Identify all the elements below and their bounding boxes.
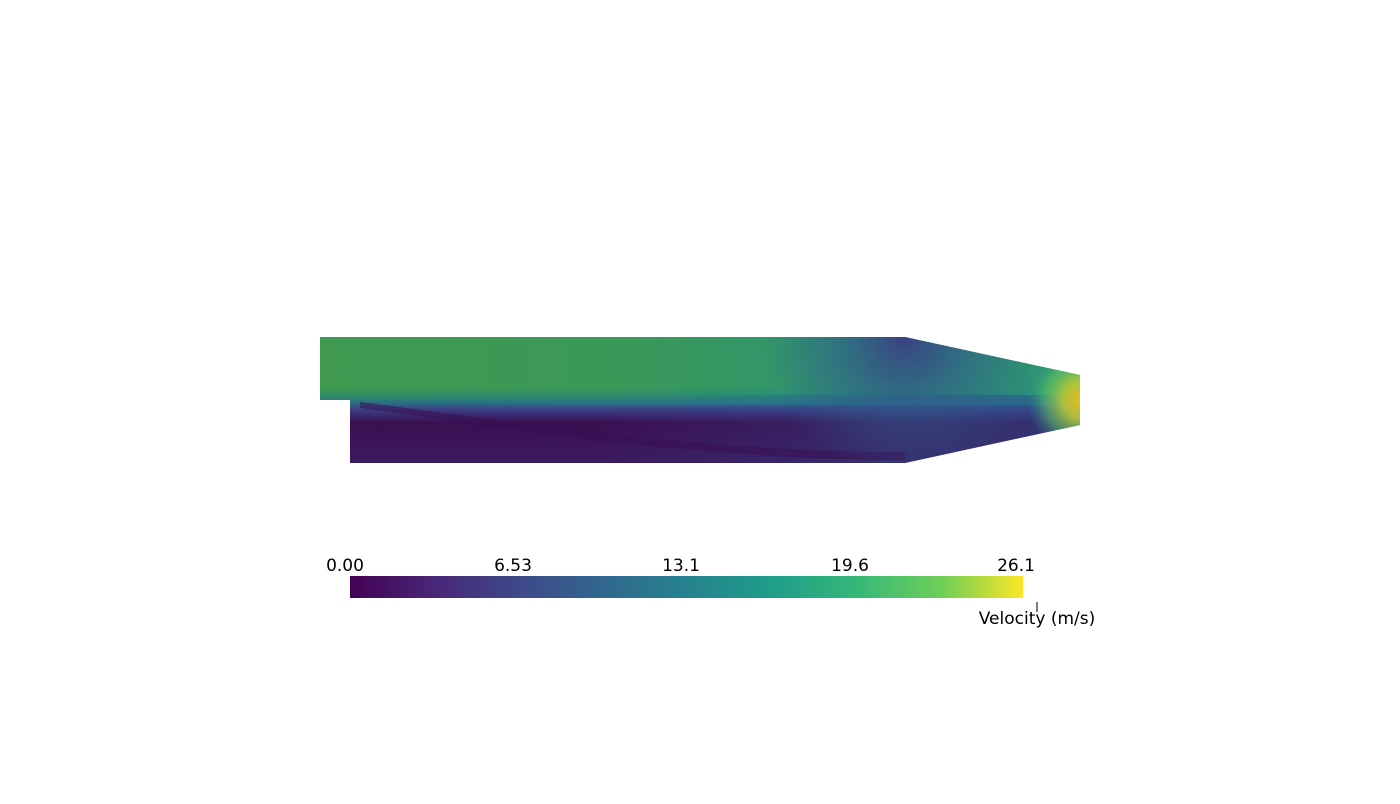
colorbar-tick-label: 26.1: [997, 556, 1035, 576]
colorbar-tick-label: 19.6: [831, 556, 869, 576]
outlet-jet: [980, 337, 1080, 463]
colorbar-title: Velocity (m/s): [979, 609, 1096, 629]
colorbar-tick-label: 0.00: [326, 556, 364, 576]
colorbar-gradient: [350, 576, 1023, 598]
flow-domain: [320, 337, 1080, 463]
colorbar: 0.00 6.53 13.1 19.6 26.1 Velocity (m/s): [326, 556, 1095, 629]
colorbar-tick-label: 13.1: [662, 556, 700, 576]
colorbar-tick-label: 6.53: [494, 556, 532, 576]
